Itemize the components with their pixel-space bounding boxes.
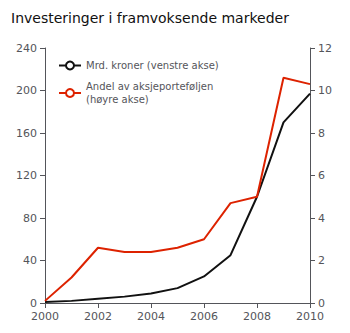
svg-text:200: 200 [16,84,37,97]
svg-text:12: 12 [318,42,332,55]
svg-text:4: 4 [318,212,325,225]
svg-text:2008: 2008 [243,310,271,323]
svg-text:0: 0 [30,297,37,310]
svg-text:0: 0 [318,297,325,310]
svg-text:8: 8 [318,127,325,140]
svg-text:160: 160 [16,127,37,140]
svg-text:2006: 2006 [190,310,218,323]
svg-text:40: 40 [23,254,37,267]
svg-text:240: 240 [16,42,37,55]
svg-text:120: 120 [16,169,37,182]
svg-text:Mrd. kroner (venstre akse): Mrd. kroner (venstre akse) [86,60,219,71]
svg-text:Investeringer i framvoksende m: Investeringer i framvoksende markeder [11,10,289,26]
svg-text:2: 2 [318,254,325,267]
svg-text:2010: 2010 [296,310,324,323]
svg-text:2004: 2004 [137,310,165,323]
svg-text:(høyre akse): (høyre akse) [86,94,149,105]
svg-text:6: 6 [318,169,325,182]
svg-text:10: 10 [318,84,332,97]
svg-text:2002: 2002 [84,310,112,323]
svg-text:Andel av aksjeporteføljen: Andel av aksjeporteføljen [86,81,213,92]
svg-text:80: 80 [23,212,37,225]
svg-text:2000: 2000 [31,310,59,323]
